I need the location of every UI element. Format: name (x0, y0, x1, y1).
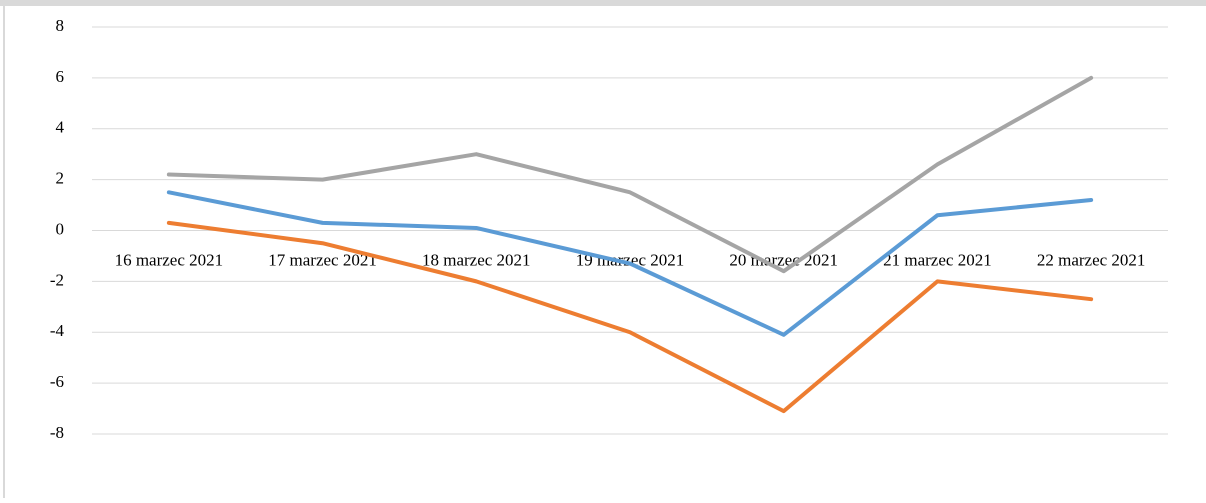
y-tick-label: 2 (56, 169, 65, 188)
y-tick-label: -6 (50, 372, 64, 391)
series-line (166, 190, 1094, 337)
y-tick-label: -2 (50, 270, 64, 289)
frame-top (0, 0, 1206, 6)
y-tick-label: 6 (56, 67, 65, 86)
x-tick-label: 21 marzec 2021 (883, 250, 992, 269)
y-tick-label: 0 (56, 219, 65, 238)
y-tick-label: -4 (50, 321, 65, 340)
x-tick-label: 17 marzec 2021 (268, 250, 377, 269)
x-tick-label: 19 marzec 2021 (576, 250, 685, 269)
x-tick-label: 18 marzec 2021 (422, 250, 531, 269)
series-line (166, 220, 1094, 414)
x-tick-label: 22 marzec 2021 (1037, 250, 1146, 269)
series-line (166, 75, 1094, 274)
y-tick-label: -8 (50, 423, 64, 442)
y-tick-label: 8 (56, 16, 65, 35)
y-tick-label: 4 (56, 118, 65, 137)
x-tick-label: 16 marzec 2021 (115, 250, 224, 269)
